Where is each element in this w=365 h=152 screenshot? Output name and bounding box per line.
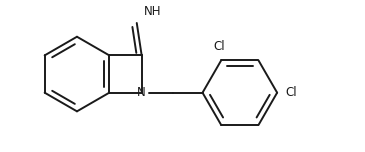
- Text: Cl: Cl: [285, 86, 297, 99]
- Text: Cl: Cl: [214, 40, 225, 53]
- Text: N: N: [137, 86, 146, 99]
- Text: NH: NH: [144, 5, 161, 18]
